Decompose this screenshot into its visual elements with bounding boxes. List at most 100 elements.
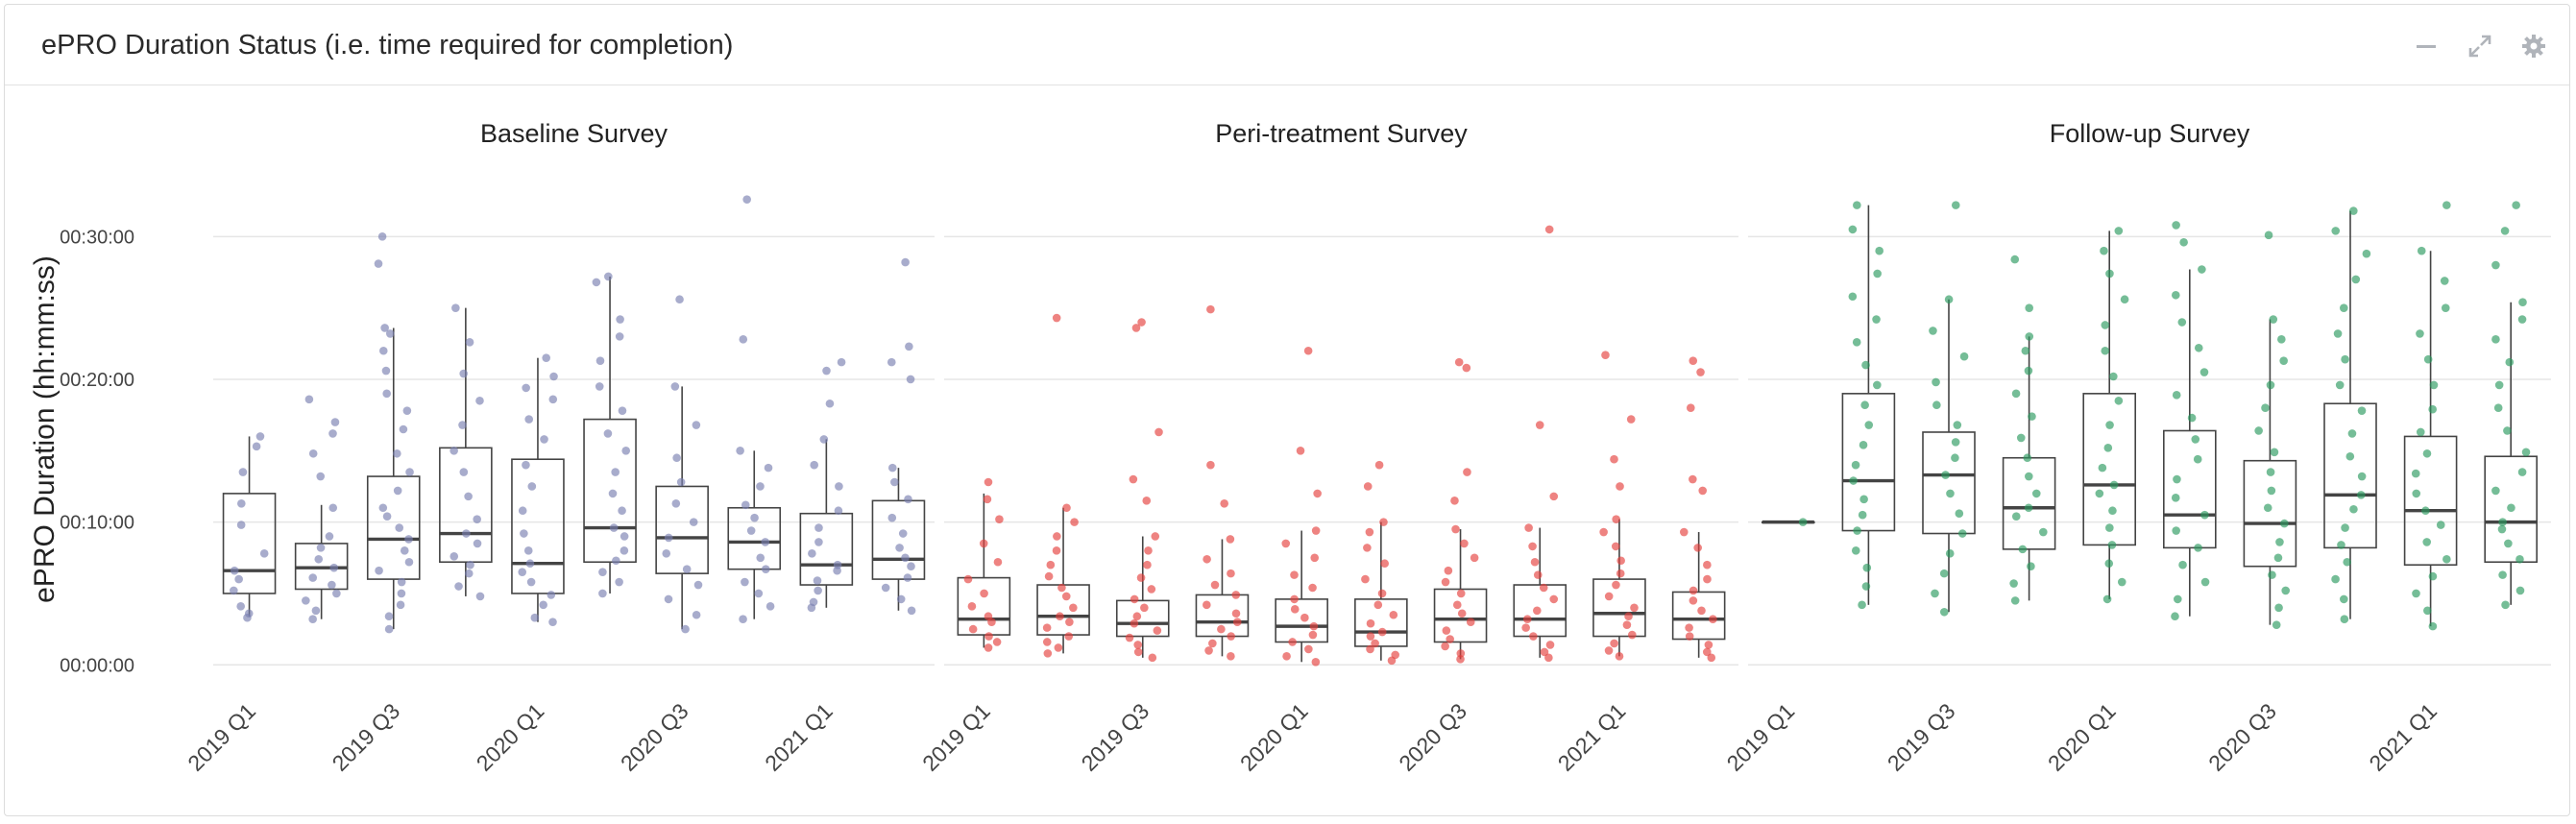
data-point <box>2104 559 2114 569</box>
data-point <box>2442 201 2451 209</box>
data-point <box>2177 318 2187 327</box>
data-point <box>1064 632 1074 641</box>
data-point <box>1848 225 1858 234</box>
data-point <box>598 568 607 576</box>
data-point <box>2518 298 2527 307</box>
data-point <box>906 375 915 384</box>
y-tick-label: 00:30:00 <box>60 227 134 248</box>
data-point <box>2031 489 2041 498</box>
data-point <box>1042 638 1052 646</box>
data-point <box>384 612 394 621</box>
data-point <box>1693 544 1702 552</box>
data-point <box>1931 589 1939 598</box>
data-point <box>2105 421 2114 429</box>
data-point <box>1624 612 1633 621</box>
chart-card: ePRO Duration Status (i.e. time required… <box>4 4 2570 816</box>
data-point <box>1151 532 1160 541</box>
data-point <box>1703 574 1712 584</box>
data-point <box>1308 630 1318 640</box>
data-point <box>2498 570 2507 579</box>
data-point <box>1231 609 1241 618</box>
data-point <box>330 418 340 426</box>
data-point <box>984 477 993 487</box>
data-point <box>2340 594 2348 604</box>
data-point <box>1959 351 1969 361</box>
data-point <box>2039 527 2048 537</box>
data-point <box>2277 335 2286 344</box>
data-point <box>393 486 402 496</box>
box <box>1115 599 1170 638</box>
data-point <box>766 602 775 611</box>
data-point <box>825 399 835 408</box>
data-point <box>1281 539 1291 548</box>
data-point <box>2507 503 2515 513</box>
data-point <box>2356 491 2366 499</box>
data-point <box>2503 426 2512 435</box>
data-point <box>1939 569 1949 578</box>
data-point <box>308 573 318 582</box>
data-point <box>2016 433 2026 443</box>
data-point <box>2011 512 2021 521</box>
data-point <box>385 329 395 338</box>
data-point <box>1851 546 1860 555</box>
data-point <box>236 521 246 529</box>
data-point <box>620 546 629 555</box>
data-point <box>405 468 414 476</box>
data-point <box>1062 503 1071 513</box>
expand-icon[interactable] <box>2464 30 2496 62</box>
data-point <box>1366 632 1375 641</box>
data-point <box>1539 583 1548 593</box>
data-point <box>907 606 916 616</box>
data-point <box>736 446 744 455</box>
data-point <box>1130 618 1139 628</box>
data-point <box>1042 623 1052 632</box>
data-point <box>473 515 481 523</box>
data-point <box>2440 277 2449 285</box>
x-tick-label: 2019 Q3 <box>1883 698 1960 776</box>
data-point <box>1524 523 1533 532</box>
data-point <box>1957 529 1967 538</box>
gear-icon[interactable] <box>2517 30 2550 62</box>
data-point <box>244 609 254 618</box>
data-point <box>1630 603 1639 613</box>
data-point <box>693 580 703 590</box>
data-point <box>2505 357 2515 367</box>
data-point <box>523 546 533 555</box>
minimize-icon[interactable] <box>2410 30 2442 62</box>
data-point <box>1709 615 1717 624</box>
data-point <box>2114 227 2124 235</box>
data-point <box>905 342 913 351</box>
data-point <box>761 538 770 546</box>
data-point <box>2423 354 2433 364</box>
data-point <box>1220 498 1228 508</box>
data-point <box>2105 523 2114 532</box>
x-tick-label: 2021 Q1 <box>760 698 838 776</box>
data-point <box>809 597 818 607</box>
data-point <box>2171 494 2180 502</box>
data-point <box>611 468 620 476</box>
data-point <box>616 315 624 324</box>
data-point <box>1616 556 1625 566</box>
data-point <box>2102 594 2112 604</box>
data-point <box>1686 403 1695 413</box>
data-point <box>904 495 912 504</box>
data-point <box>837 357 846 367</box>
data-point <box>2515 586 2525 595</box>
data-point <box>329 563 339 572</box>
box <box>1195 594 1250 638</box>
data-point <box>1604 646 1614 655</box>
data-point <box>2021 346 2030 355</box>
box <box>1671 591 1726 641</box>
data-point <box>983 495 992 504</box>
data-point <box>1227 652 1235 661</box>
data-point <box>1861 582 1871 591</box>
box <box>1433 588 1488 643</box>
data-point <box>381 366 391 376</box>
data-point <box>1133 647 1143 657</box>
data-point <box>1052 313 1061 323</box>
data-point <box>2340 615 2349 624</box>
data-point <box>1470 553 1479 563</box>
data-point <box>595 382 604 391</box>
data-point <box>2172 391 2181 400</box>
data-point <box>1125 633 1134 642</box>
